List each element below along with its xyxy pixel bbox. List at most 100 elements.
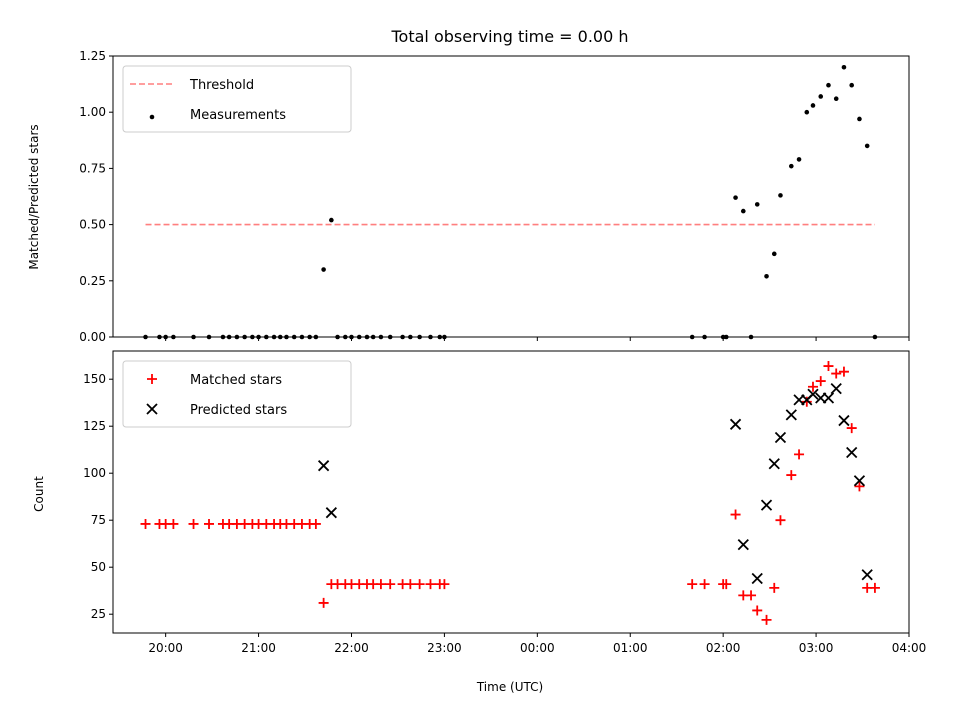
matched-star-point <box>375 579 386 590</box>
matched-star-point <box>846 423 857 434</box>
measurement-point <box>789 163 794 169</box>
measurement-point <box>796 157 802 162</box>
matched-star-point <box>752 605 763 616</box>
matched-star-point <box>439 579 450 590</box>
bottom-legend-box <box>122 360 352 428</box>
matched-star-point <box>769 582 780 593</box>
bottom-x-tick-label: 02:00 <box>706 641 741 655</box>
matched-star-point <box>687 579 698 590</box>
matched-star-point <box>188 518 199 529</box>
top-y-tick-label: 0.75 <box>79 161 106 175</box>
measurement-point <box>810 103 816 108</box>
matched-star-point <box>854 481 865 492</box>
measurement-point <box>733 195 738 200</box>
legend-label: Threshold <box>189 78 254 93</box>
matched-star-point <box>823 361 834 372</box>
matched-star-point <box>807 381 818 392</box>
matched-star-point <box>140 518 151 529</box>
matched-star-point <box>405 579 416 590</box>
top-y-tick-label: 1.00 <box>79 105 106 119</box>
matched-star-point <box>815 376 826 387</box>
bottom-y-tick-label: 75 <box>91 513 106 527</box>
predicted-star-point <box>774 431 787 444</box>
bottom-x-tick-label: 22:00 <box>334 641 369 655</box>
matched-star-point <box>310 518 321 529</box>
measurement-point <box>771 251 777 257</box>
bottom-y-axis-label: Count <box>32 476 46 512</box>
x-axis-label: Time (UTC) <box>476 680 543 694</box>
chart-title: Total observing time = 0.00 h <box>390 27 628 46</box>
bottom-x-tick-label: 03:00 <box>799 641 834 655</box>
matched-star-point <box>831 368 842 379</box>
matched-star-point <box>721 579 732 590</box>
predicted-star-point <box>317 460 330 472</box>
matched-star-point <box>699 579 710 590</box>
top-legend: Threshold Measurements <box>122 65 352 133</box>
predicted-star-point <box>807 388 819 400</box>
predicted-star-point <box>729 418 742 430</box>
top-y-tick-label: 1.25 <box>79 49 106 63</box>
predicted-star-point <box>830 382 842 395</box>
legend-measurement-swatch <box>149 114 155 120</box>
top-plot-area: 0.00 0.25 0.50 0.75 1.00 1.25 Threshold Measure… <box>79 49 910 344</box>
measurement-point <box>321 267 326 272</box>
predicted-star-point <box>751 572 763 585</box>
top-axes-frame <box>112 55 910 338</box>
measurement-point <box>754 202 760 207</box>
predicted-star-point <box>760 499 773 511</box>
matched-star-point <box>786 470 797 481</box>
predicted-star-point <box>853 475 866 487</box>
top-y-tick-label: 0.50 <box>79 218 106 232</box>
top-y-tick-label: 0.00 <box>79 330 106 344</box>
predicted-star-point <box>838 414 850 427</box>
matched-star-point <box>385 579 396 590</box>
predicted-star-point <box>861 569 873 581</box>
bottom-y-tick-label: 100 <box>83 466 106 480</box>
legend-predicted-swatch <box>146 403 158 415</box>
legend-label: Matched stars <box>190 373 282 388</box>
bottom-y-tick-label: 25 <box>91 607 106 621</box>
matched-star-point <box>318 597 329 608</box>
bottom-x-tick-label: 00:00 <box>520 641 555 655</box>
predicted-star-point <box>846 446 858 459</box>
top-y-tick-label: 0.25 <box>79 274 106 288</box>
predicted-star-point <box>325 507 337 519</box>
matched-star-point <box>425 579 436 590</box>
bottom-x-tick-label: 01:00 <box>613 641 648 655</box>
matched-star-point <box>775 515 786 526</box>
bottom-x-tick-label: 23:00 <box>427 641 462 655</box>
bottom-y-tick-label: 125 <box>83 419 106 433</box>
top-y-axis-label: Matched/Predicted stars <box>27 124 41 269</box>
bottom-plot-area: 25 50 75 100 125 150 20:00 21:00 22:00 23:00 00:00… <box>83 350 926 655</box>
matched-star-point <box>838 366 849 377</box>
predicted-star-point <box>737 539 749 551</box>
predicted-star-point <box>822 392 835 404</box>
matched-star-point <box>869 582 880 593</box>
bottom-legend: Matched stars Predicted stars <box>122 360 352 428</box>
matched-star-point <box>794 449 805 460</box>
measurement-point <box>833 96 839 102</box>
bottom-y-tick-label: 150 <box>83 372 106 386</box>
measurement-point <box>849 82 855 88</box>
measurement-point <box>818 94 824 99</box>
measurement-point <box>826 82 831 88</box>
matched-star-point <box>414 579 425 590</box>
legend-matched-swatch <box>147 374 157 384</box>
top-legend-box <box>122 65 352 133</box>
matched-star-point <box>204 518 215 529</box>
predicted-star-point <box>768 458 780 470</box>
matched-star-point <box>761 614 772 625</box>
matched-star-point <box>730 509 741 520</box>
legend-label: Predicted stars <box>190 403 287 418</box>
measurement-point <box>778 193 783 198</box>
matched-star-point <box>168 518 179 529</box>
predicted-star-point <box>785 409 797 421</box>
measurement-point <box>841 64 847 70</box>
bottom-x-tick-label: 20:00 <box>148 641 183 655</box>
measurement-point <box>804 109 810 115</box>
bottom-y-tick-label: 50 <box>91 560 106 574</box>
matched-star-point <box>746 590 757 601</box>
measurement-point <box>764 274 769 279</box>
